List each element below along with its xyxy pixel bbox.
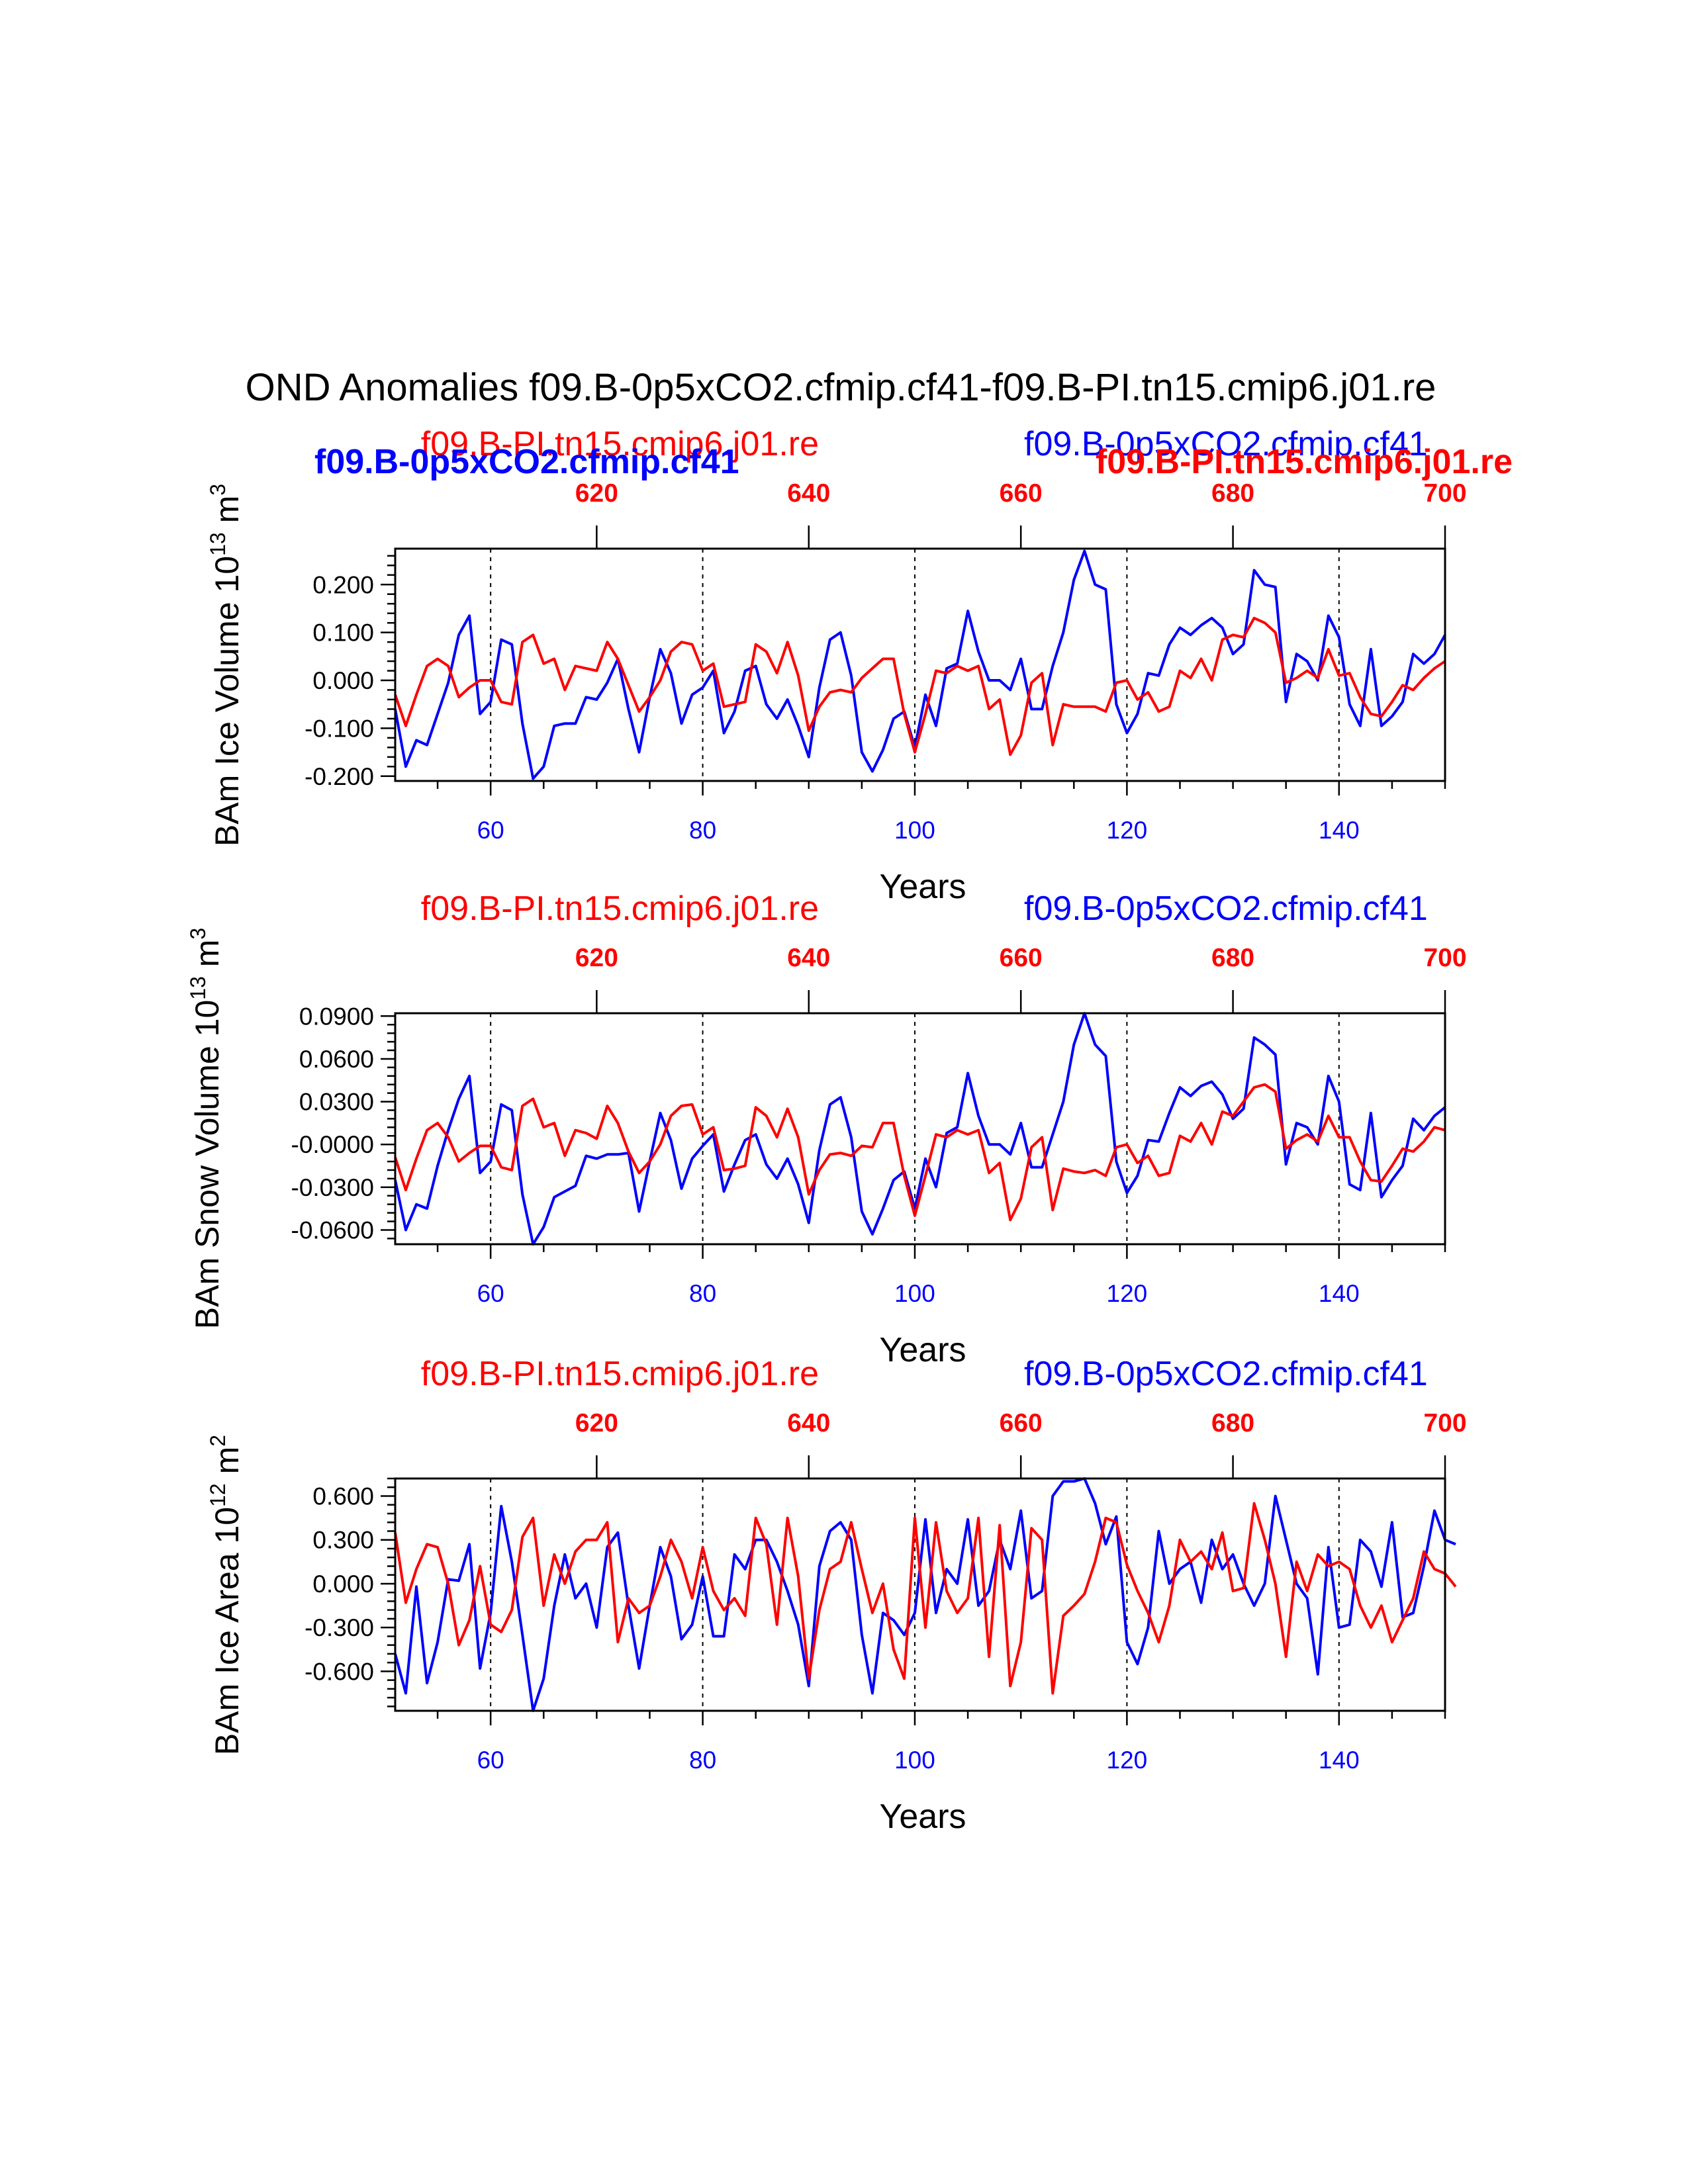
y-tick-label: 0.0300: [299, 1089, 374, 1116]
x-tick-label: 140: [1319, 817, 1360, 844]
y-axis-label-text: BAm Snow Volume 10: [189, 1000, 226, 1330]
x-tick-label: 60: [477, 817, 504, 844]
y-tick-label: 0.000: [312, 1570, 374, 1598]
x-tick-label: 140: [1319, 1280, 1360, 1307]
y-axis-label-unit-exponent: 2: [206, 1435, 230, 1447]
top-x-tick-label: 700: [1423, 1409, 1466, 1437]
top-x-tick-label: 640: [787, 1409, 830, 1437]
legend-red-name: f09.B-PI.tn15.cmip6.j01.re: [421, 1355, 819, 1393]
y-tick-label: 0.0900: [299, 1003, 374, 1030]
legend-blue-name: f09.B-0p5xCO2.cfmip.cf41: [1024, 1355, 1428, 1393]
series-line-blue: [394, 549, 1446, 780]
top-x-tick-label: 640: [787, 944, 830, 972]
y-axis-label: BAm Ice Area 1012 m2: [206, 1435, 246, 1755]
x-axis-label: Years: [879, 1797, 966, 1836]
plot-frame: [394, 547, 1446, 782]
y-axis-label-text: BAm Ice Volume 10: [209, 556, 246, 846]
x-axis-label: Years: [879, 1331, 966, 1369]
top-x-tick-label: 680: [1211, 479, 1254, 508]
y-axis-label-unit: m: [209, 496, 246, 533]
legend-blue-name: f09.B-0p5xCO2.cfmip.cf41: [1024, 889, 1428, 928]
top-x-tick-label: 640: [787, 479, 830, 508]
y-tick-label: 0.000: [312, 667, 374, 694]
legend-red-name: f09.B-PI.tn15.cmip6.j01.re: [421, 425, 819, 463]
y-tick-label: 0.600: [312, 1482, 374, 1510]
top-x-tick-label: 680: [1211, 944, 1254, 972]
top-x-tick-label: 620: [575, 1409, 618, 1437]
x-tick-label: 80: [689, 1280, 716, 1307]
series-line-red: [394, 1502, 1457, 1695]
y-axis-label-exponent: 13: [186, 976, 210, 1000]
plot-frame: [394, 1012, 1446, 1246]
y-tick-label: -0.0000: [291, 1131, 375, 1158]
top-x-tick-label: 660: [1000, 479, 1043, 508]
x-tick-label: 100: [894, 817, 935, 844]
y-axis-label-exponent: 12: [206, 1483, 230, 1507]
x-axis-label: Years: [879, 868, 966, 906]
y-axis-label: BAm Ice Volume 1013 m3: [206, 484, 246, 846]
x-tick-label: 80: [689, 817, 716, 844]
x-tick-label: 60: [477, 1280, 504, 1307]
top-x-tick-label: 620: [575, 479, 618, 508]
y-axis-label-exponent: 13: [206, 532, 230, 556]
overlay-blue-bold-label: f09.B-0p5xCO2.cfmip.cf41: [314, 443, 739, 481]
y-axis-label-text: BAm Ice Area 10: [209, 1507, 246, 1755]
x-tick-label: 80: [689, 1747, 716, 1774]
y-axis-label-unit-exponent: 3: [206, 484, 230, 496]
x-tick-label: 100: [894, 1280, 935, 1307]
x-tick-label: 100: [894, 1747, 935, 1774]
y-tick-label: -0.300: [305, 1614, 374, 1641]
x-tick-label: 120: [1107, 1747, 1148, 1774]
x-tick-label: 120: [1107, 1280, 1148, 1307]
x-tick-label: 140: [1319, 1747, 1360, 1774]
figure-title: OND Anomalies f09.B-0p5xCO2.cfmip.cf41-f…: [246, 366, 1436, 409]
legend-red-name: f09.B-PI.tn15.cmip6.j01.re: [421, 889, 819, 928]
y-tick-label: 0.0600: [299, 1046, 374, 1073]
series-line-red: [394, 616, 1446, 756]
y-axis-label-unit: m: [209, 1447, 246, 1484]
y-tick-label: -0.0600: [291, 1216, 375, 1244]
y-tick-label: -0.600: [305, 1658, 374, 1685]
panels: 60 80 100 120 140 620 640 660 680 700 -0.200 -0.100…: [186, 425, 1467, 1836]
y-axis-label: BAm Snow Volume 1013 m3: [186, 928, 226, 1329]
y-tick-label: -0.100: [305, 715, 374, 742]
y-axis-label-unit: m: [189, 940, 226, 977]
series-line-blue: [394, 1012, 1446, 1246]
top-x-tick-label: 660: [1000, 1409, 1043, 1437]
y-tick-label: 0.200: [312, 571, 374, 598]
y-tick-label: 0.100: [312, 619, 374, 647]
overlay-red-bold-label: f09.B-PI.tn15.cmip6.j01.re: [1096, 443, 1513, 481]
x-tick-label: 120: [1107, 817, 1148, 844]
chart-panel-1: 60 80 100 120 140 620 640 660 680 700 -0.200 -0.100…: [206, 425, 1467, 906]
y-tick-label: 0.300: [312, 1527, 374, 1554]
y-tick-label: -0.200: [305, 763, 374, 790]
top-x-tick-label: 700: [1423, 479, 1466, 508]
y-axis-label-unit-exponent: 3: [186, 928, 210, 940]
top-x-tick-label: 700: [1423, 944, 1466, 972]
top-x-tick-label: 680: [1211, 1409, 1254, 1437]
series-line-red: [394, 1083, 1446, 1222]
plot-frame: [394, 1477, 1446, 1712]
chart-panel-2: 60 80 100 120 140 620 640 660 680 700 -0.0600 -0.03…: [186, 889, 1467, 1369]
top-x-tick-label: 620: [575, 944, 618, 972]
y-tick-label: -0.0300: [291, 1174, 375, 1201]
chart-panel-3: 60 80 100 120 140 620 640 660 680 700 -0.600 -0.300…: [206, 1355, 1467, 1836]
x-tick-label: 60: [477, 1747, 504, 1774]
legend-blue-name: f09.B-0p5xCO2.cfmip.cf41: [1024, 425, 1428, 463]
top-x-tick-label: 660: [1000, 944, 1043, 972]
series-line-blue: [394, 1477, 1456, 1712]
